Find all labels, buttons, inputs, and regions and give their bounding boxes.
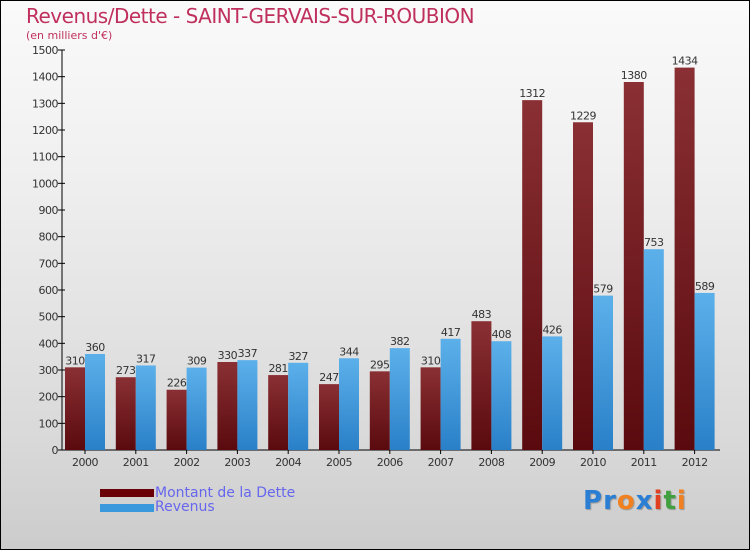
chart-subtitle: (en milliers d'€) [26,29,113,42]
logo-letter: o [616,486,636,516]
dette-bar [268,375,289,450]
x-tick-label: 2004 [275,456,301,469]
x-tick-label: 2005 [326,456,352,469]
x-tick-label: 2011 [631,456,657,469]
legend-swatch-revenus [100,504,154,512]
dette-bar [115,377,136,450]
y-tick-label: 1300 [32,97,58,110]
x-tick-label: 2002 [174,456,200,469]
revenus-bar [440,338,461,450]
dette-bar [420,367,441,450]
dette-bar [522,100,543,450]
dette-bar [369,371,390,450]
y-tick-label: 0 [52,444,59,457]
x-tick-label: 2006 [377,456,403,469]
dette-bar [166,389,187,450]
dette-bar [217,362,238,450]
data-label: 226 [167,377,187,390]
data-label: 295 [370,358,390,371]
revenus-bar [694,292,715,450]
data-label: 247 [319,371,339,384]
dette-bar [471,321,492,450]
logo-letter: P [583,486,604,516]
data-label: 1380 [621,69,647,82]
revenus-bar [186,367,207,450]
data-label: 310 [65,354,85,367]
data-label: 426 [542,323,562,336]
revenus-bar [491,341,512,450]
x-tick-label: 2001 [123,456,149,469]
revenus-bar [288,362,309,450]
logo-letter: i [676,486,687,516]
y-tick-label: 800 [39,231,59,244]
y-tick-label: 300 [39,364,59,377]
y-tick-label: 100 [39,417,59,430]
y-tick-label: 400 [39,337,59,350]
x-tick-label: 2009 [529,456,555,469]
data-label: 1229 [570,109,596,122]
data-label: 327 [288,350,308,363]
dette-bar [623,82,644,450]
data-label: 344 [339,345,359,358]
revenus-bar [339,358,359,450]
x-tick-label: 2010 [580,456,606,469]
data-label: 753 [644,236,664,249]
revenus-bar [593,295,613,450]
legend-label-revenus: Revenus [155,499,215,515]
dette-bar [674,67,695,450]
x-tick-label: 2000 [72,456,98,469]
x-tick-label: 2007 [428,456,454,469]
logo-letter: x [635,486,654,516]
data-label: 589 [695,280,715,293]
proxiti-logo: Proxiti [583,486,687,516]
data-label: 579 [593,283,613,296]
x-tick-label: 2003 [224,456,250,469]
revenus-bar [85,354,105,450]
data-label: 483 [472,308,492,321]
x-tick-label: 2008 [478,456,504,469]
data-label: 1312 [519,87,545,100]
data-label: 337 [238,347,258,360]
y-tick-label: 1400 [32,71,58,84]
logo-letter: t [663,486,677,516]
y-tick-label: 900 [39,204,59,217]
dette-bar [573,122,593,451]
data-label: 310 [421,354,441,367]
revenus-bar [237,360,258,450]
data-label: 360 [85,341,105,354]
y-tick-label: 500 [39,311,59,324]
data-label: 309 [187,355,207,368]
x-tick-label: 2012 [682,456,708,469]
logo-letter: i [653,486,664,516]
logo-letter: r [603,486,617,516]
y-tick-label: 700 [39,257,59,270]
data-label: 408 [492,328,512,341]
legend-label-dette: Montant de la Dette [155,485,296,501]
data-label: 317 [136,352,156,365]
data-label: 382 [390,335,410,348]
y-tick-label: 1000 [32,177,58,190]
revenus-bar [643,249,664,450]
y-tick-label: 1500 [32,44,58,57]
data-label: 1434 [672,55,698,68]
dette-bar [319,384,339,450]
y-tick-label: 200 [39,391,59,404]
y-tick-label: 1200 [32,124,58,137]
data-label: 330 [218,349,238,362]
data-label: 273 [116,364,136,377]
dette-bar [65,367,85,450]
data-label: 281 [268,362,288,375]
y-tick-label: 1100 [32,151,58,164]
revenus-bar [389,348,410,450]
revenus-bar [542,336,563,450]
chart-title: Revenus/Dette - SAINT-GERVAIS-SUR-ROUBIO… [26,4,475,28]
revenus-bar [135,365,156,450]
legend-swatch-dette [100,489,154,497]
data-label: 417 [441,326,461,339]
y-tick-label: 600 [39,284,59,297]
